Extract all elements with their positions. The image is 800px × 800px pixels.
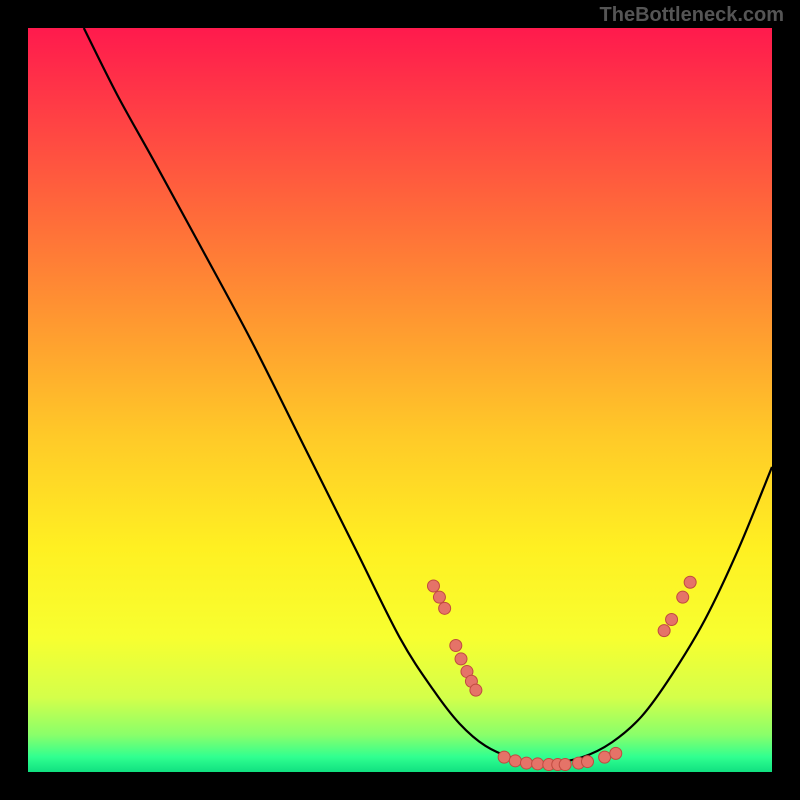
data-marker xyxy=(455,653,467,665)
data-marker xyxy=(581,756,593,768)
data-marker xyxy=(559,759,571,771)
data-marker xyxy=(470,684,482,696)
data-marker xyxy=(433,591,445,603)
watermark-text: TheBottleneck.com xyxy=(600,4,784,27)
data-marker xyxy=(532,758,544,770)
plot-area xyxy=(28,28,772,772)
data-marker xyxy=(498,751,510,763)
data-marker xyxy=(599,751,611,763)
data-marker xyxy=(450,640,462,652)
data-marker xyxy=(666,613,678,625)
data-marker xyxy=(658,625,670,637)
v-curve-path xyxy=(84,28,772,763)
data-marker xyxy=(509,755,521,767)
data-marker xyxy=(610,747,622,759)
data-marker xyxy=(677,591,689,603)
data-marker xyxy=(684,576,696,588)
data-marker xyxy=(439,602,451,614)
data-marker xyxy=(520,757,532,769)
marker-group xyxy=(427,576,696,770)
curve-layer xyxy=(28,28,772,772)
data-marker xyxy=(427,580,439,592)
